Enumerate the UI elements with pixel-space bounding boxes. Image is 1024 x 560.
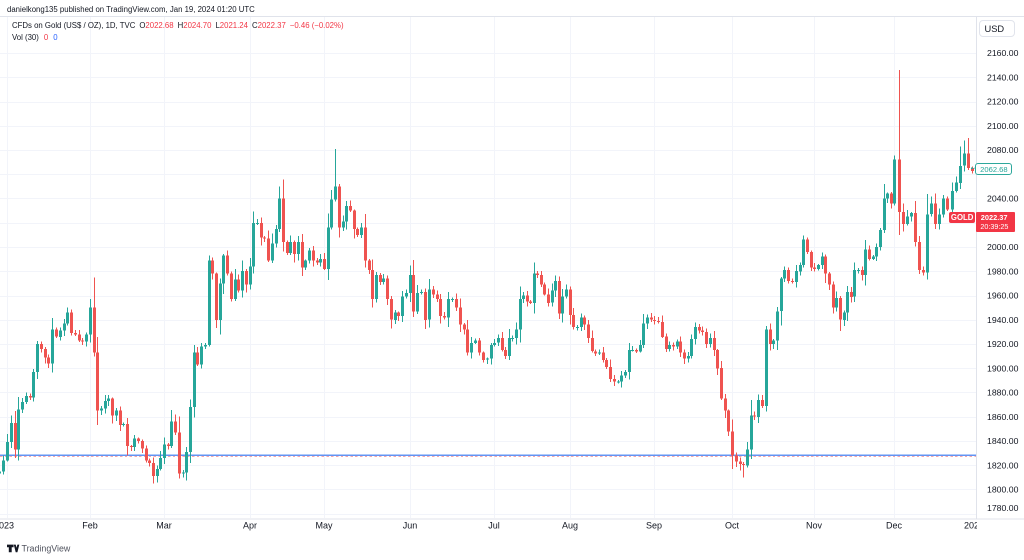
svg-text:2000.00: 2000.00 — [987, 242, 1019, 252]
svg-text:2023: 2023 — [0, 521, 14, 531]
svg-text:Mar: Mar — [156, 521, 172, 531]
svg-text:1780.00: 1780.00 — [987, 503, 1019, 513]
svg-text:1860.00: 1860.00 — [987, 412, 1019, 422]
svg-text:2040.00: 2040.00 — [987, 194, 1019, 204]
svg-text:Oct: Oct — [725, 521, 740, 531]
svg-text:May: May — [315, 521, 333, 531]
svg-text:1940.00: 1940.00 — [987, 315, 1019, 325]
svg-text:1960.00: 1960.00 — [987, 291, 1019, 301]
svg-text:2140.00: 2140.00 — [987, 73, 1019, 83]
svg-text:Apr: Apr — [243, 521, 257, 531]
svg-text:1900.00: 1900.00 — [987, 363, 1019, 373]
svg-text:Nov: Nov — [806, 521, 823, 531]
svg-text:Dec: Dec — [886, 521, 903, 531]
svg-text:2024: 2024 — [964, 521, 984, 531]
svg-text:Aug: Aug — [562, 521, 578, 531]
svg-text:Jul: Jul — [488, 521, 500, 531]
svg-text:TradingView: TradingView — [22, 543, 71, 553]
svg-text:2120.00: 2120.00 — [987, 97, 1019, 107]
svg-text:Sep: Sep — [646, 521, 662, 531]
svg-text:Feb: Feb — [82, 521, 98, 531]
svg-text:1980.00: 1980.00 — [987, 266, 1019, 276]
svg-text:1800.00: 1800.00 — [987, 485, 1019, 495]
svg-text:1920.00: 1920.00 — [987, 339, 1019, 349]
svg-text:Jun: Jun — [403, 521, 418, 531]
svg-text:2100.00: 2100.00 — [987, 121, 1019, 131]
svg-text:2080.00: 2080.00 — [987, 145, 1019, 155]
svg-text:2160.00: 2160.00 — [987, 48, 1019, 58]
svg-text:1820.00: 1820.00 — [987, 460, 1019, 470]
svg-text:1840.00: 1840.00 — [987, 436, 1019, 446]
svg-text:1880.00: 1880.00 — [987, 388, 1019, 398]
